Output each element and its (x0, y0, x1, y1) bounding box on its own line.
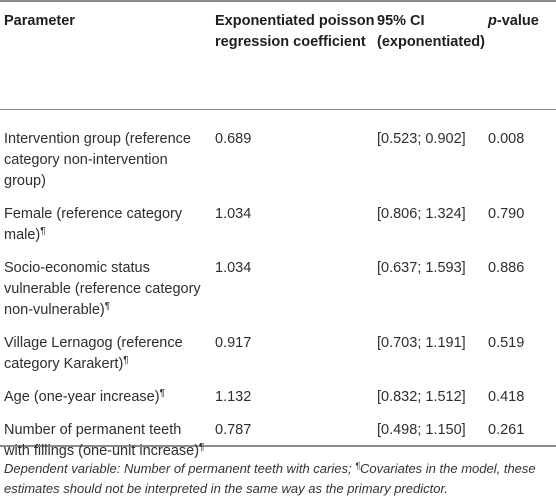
table-header-row: Parameter Exponentiated poisson regressi… (0, 2, 556, 109)
cell-parameter: Socio-economic status vulnerable (refere… (0, 250, 215, 325)
cell-pvalue: 0.519 (488, 325, 556, 379)
cell-parameter-text: Number of permanent teeth with fillings … (4, 422, 200, 459)
cell-coefficient-text: 0.787 (215, 422, 252, 438)
covariate-pilcrow-mark: ¶ (40, 226, 46, 237)
table-row: Socio-economic status vulnerable (refere… (0, 250, 556, 325)
cell-pvalue: 0.790 (488, 196, 556, 250)
cell-pvalue-text: 0.519 (488, 335, 525, 351)
footnote-part2: Covariates in the model, these estimates… (4, 461, 536, 496)
cell-coefficient: 0.917 (215, 325, 377, 379)
table-row: Intervention group (reference category n… (0, 109, 556, 196)
cell-coefficient-text: 0.689 (215, 131, 252, 147)
cell-coefficient: 1.034 (215, 196, 377, 250)
cell-ci: [0.832; 1.512] (377, 379, 488, 412)
cell-parameter: Intervention group (reference category n… (0, 109, 215, 196)
cell-parameter-text: Village Lernagog (reference category Kar… (4, 335, 183, 372)
cell-parameter: Female (reference category male)¶ (0, 196, 215, 250)
cell-pvalue: 0.418 (488, 379, 556, 412)
cell-ci: [0.806; 1.324] (377, 196, 488, 250)
footnote-pilcrow: ¶ (355, 461, 361, 471)
cell-parameter-text: Age (one-year increase) (4, 389, 160, 405)
cell-pvalue: 0.008 (488, 109, 556, 196)
cell-pvalue-text: 0.008 (488, 131, 525, 147)
table-row: Age (one-year increase)¶ 1.132 [0.832; 1.5… (0, 379, 556, 412)
covariate-pilcrow-mark: ¶ (104, 301, 111, 312)
cell-coefficient: 1.034 (215, 250, 377, 325)
cell-pvalue: 0.886 (488, 250, 556, 325)
header-coefficient: Exponentiated poisson regression coeffic… (215, 13, 375, 50)
cell-ci: [0.498; 1.150] (377, 412, 488, 466)
cell-ci-text: [0.498; 1.150] (377, 422, 466, 438)
covariate-pilcrow-mark: ¶ (123, 355, 129, 366)
cell-ci-text: [0.703; 1.191] (377, 335, 466, 351)
cell-pvalue-text: 0.418 (488, 389, 525, 405)
header-ci: 95% CI (exponentiated) (377, 13, 485, 50)
cell-ci-text: [0.806; 1.324] (377, 206, 466, 222)
cell-coefficient-text: 0.917 (215, 335, 252, 351)
covariate-pilcrow-mark: ¶ (159, 388, 165, 399)
table-bottom-rule (0, 445, 556, 447)
cell-pvalue: 0.261 (488, 412, 556, 466)
table-top-rule (0, 0, 556, 2)
cell-ci: [0.523; 0.902] (377, 109, 488, 196)
cell-ci: [0.637; 1.593] (377, 250, 488, 325)
table-header-rule (0, 109, 556, 110)
cell-coefficient-text: 1.034 (215, 206, 252, 222)
cell-ci: [0.703; 1.191] (377, 325, 488, 379)
cell-coefficient-text: 1.132 (215, 389, 252, 405)
cell-parameter-text: Female (reference category male) (4, 206, 183, 243)
table-footnote: Dependent variable: Number of permanent … (4, 459, 554, 499)
cell-pvalue-text: 0.886 (488, 260, 525, 276)
cell-parameter: Village Lernagog (reference category Kar… (0, 325, 215, 379)
cell-pvalue-text: 0.261 (488, 422, 525, 438)
cell-pvalue-text: 0.790 (488, 206, 525, 222)
cell-ci-text: [0.637; 1.593] (377, 260, 466, 276)
header-pvalue-italic: p (488, 13, 497, 29)
regression-table: Parameter Exponentiated poisson regressi… (0, 2, 556, 466)
cell-ci-text: [0.832; 1.512] (377, 389, 466, 405)
cell-ci-text: [0.523; 0.902] (377, 131, 466, 147)
header-parameter: Parameter (4, 13, 75, 29)
table-row: Number of permanent teeth with fillings … (0, 412, 556, 466)
header-pvalue-rest: -value (496, 13, 539, 29)
cell-coefficient: 0.787 (215, 412, 377, 466)
cell-parameter: Number of permanent teeth with fillings … (0, 412, 215, 466)
cell-coefficient: 0.689 (215, 109, 377, 196)
cell-parameter-text: Socio-economic status vulnerable (refere… (4, 260, 201, 318)
covariate-pilcrow-mark: ¶ (199, 442, 205, 453)
cell-coefficient: 1.132 (215, 379, 377, 412)
table-row: Female (reference category male)¶ 1.034 [0… (0, 196, 556, 250)
cell-parameter-text: Intervention group (reference category n… (4, 131, 191, 189)
cell-coefficient-text: 1.034 (215, 260, 252, 276)
header-pvalue: p-value (488, 2, 556, 109)
table-row: Village Lernagog (reference category Kar… (0, 325, 556, 379)
cell-parameter: Age (one-year increase)¶ (0, 379, 215, 412)
footnote-part1: Dependent variable: Number of permanent … (4, 461, 356, 476)
